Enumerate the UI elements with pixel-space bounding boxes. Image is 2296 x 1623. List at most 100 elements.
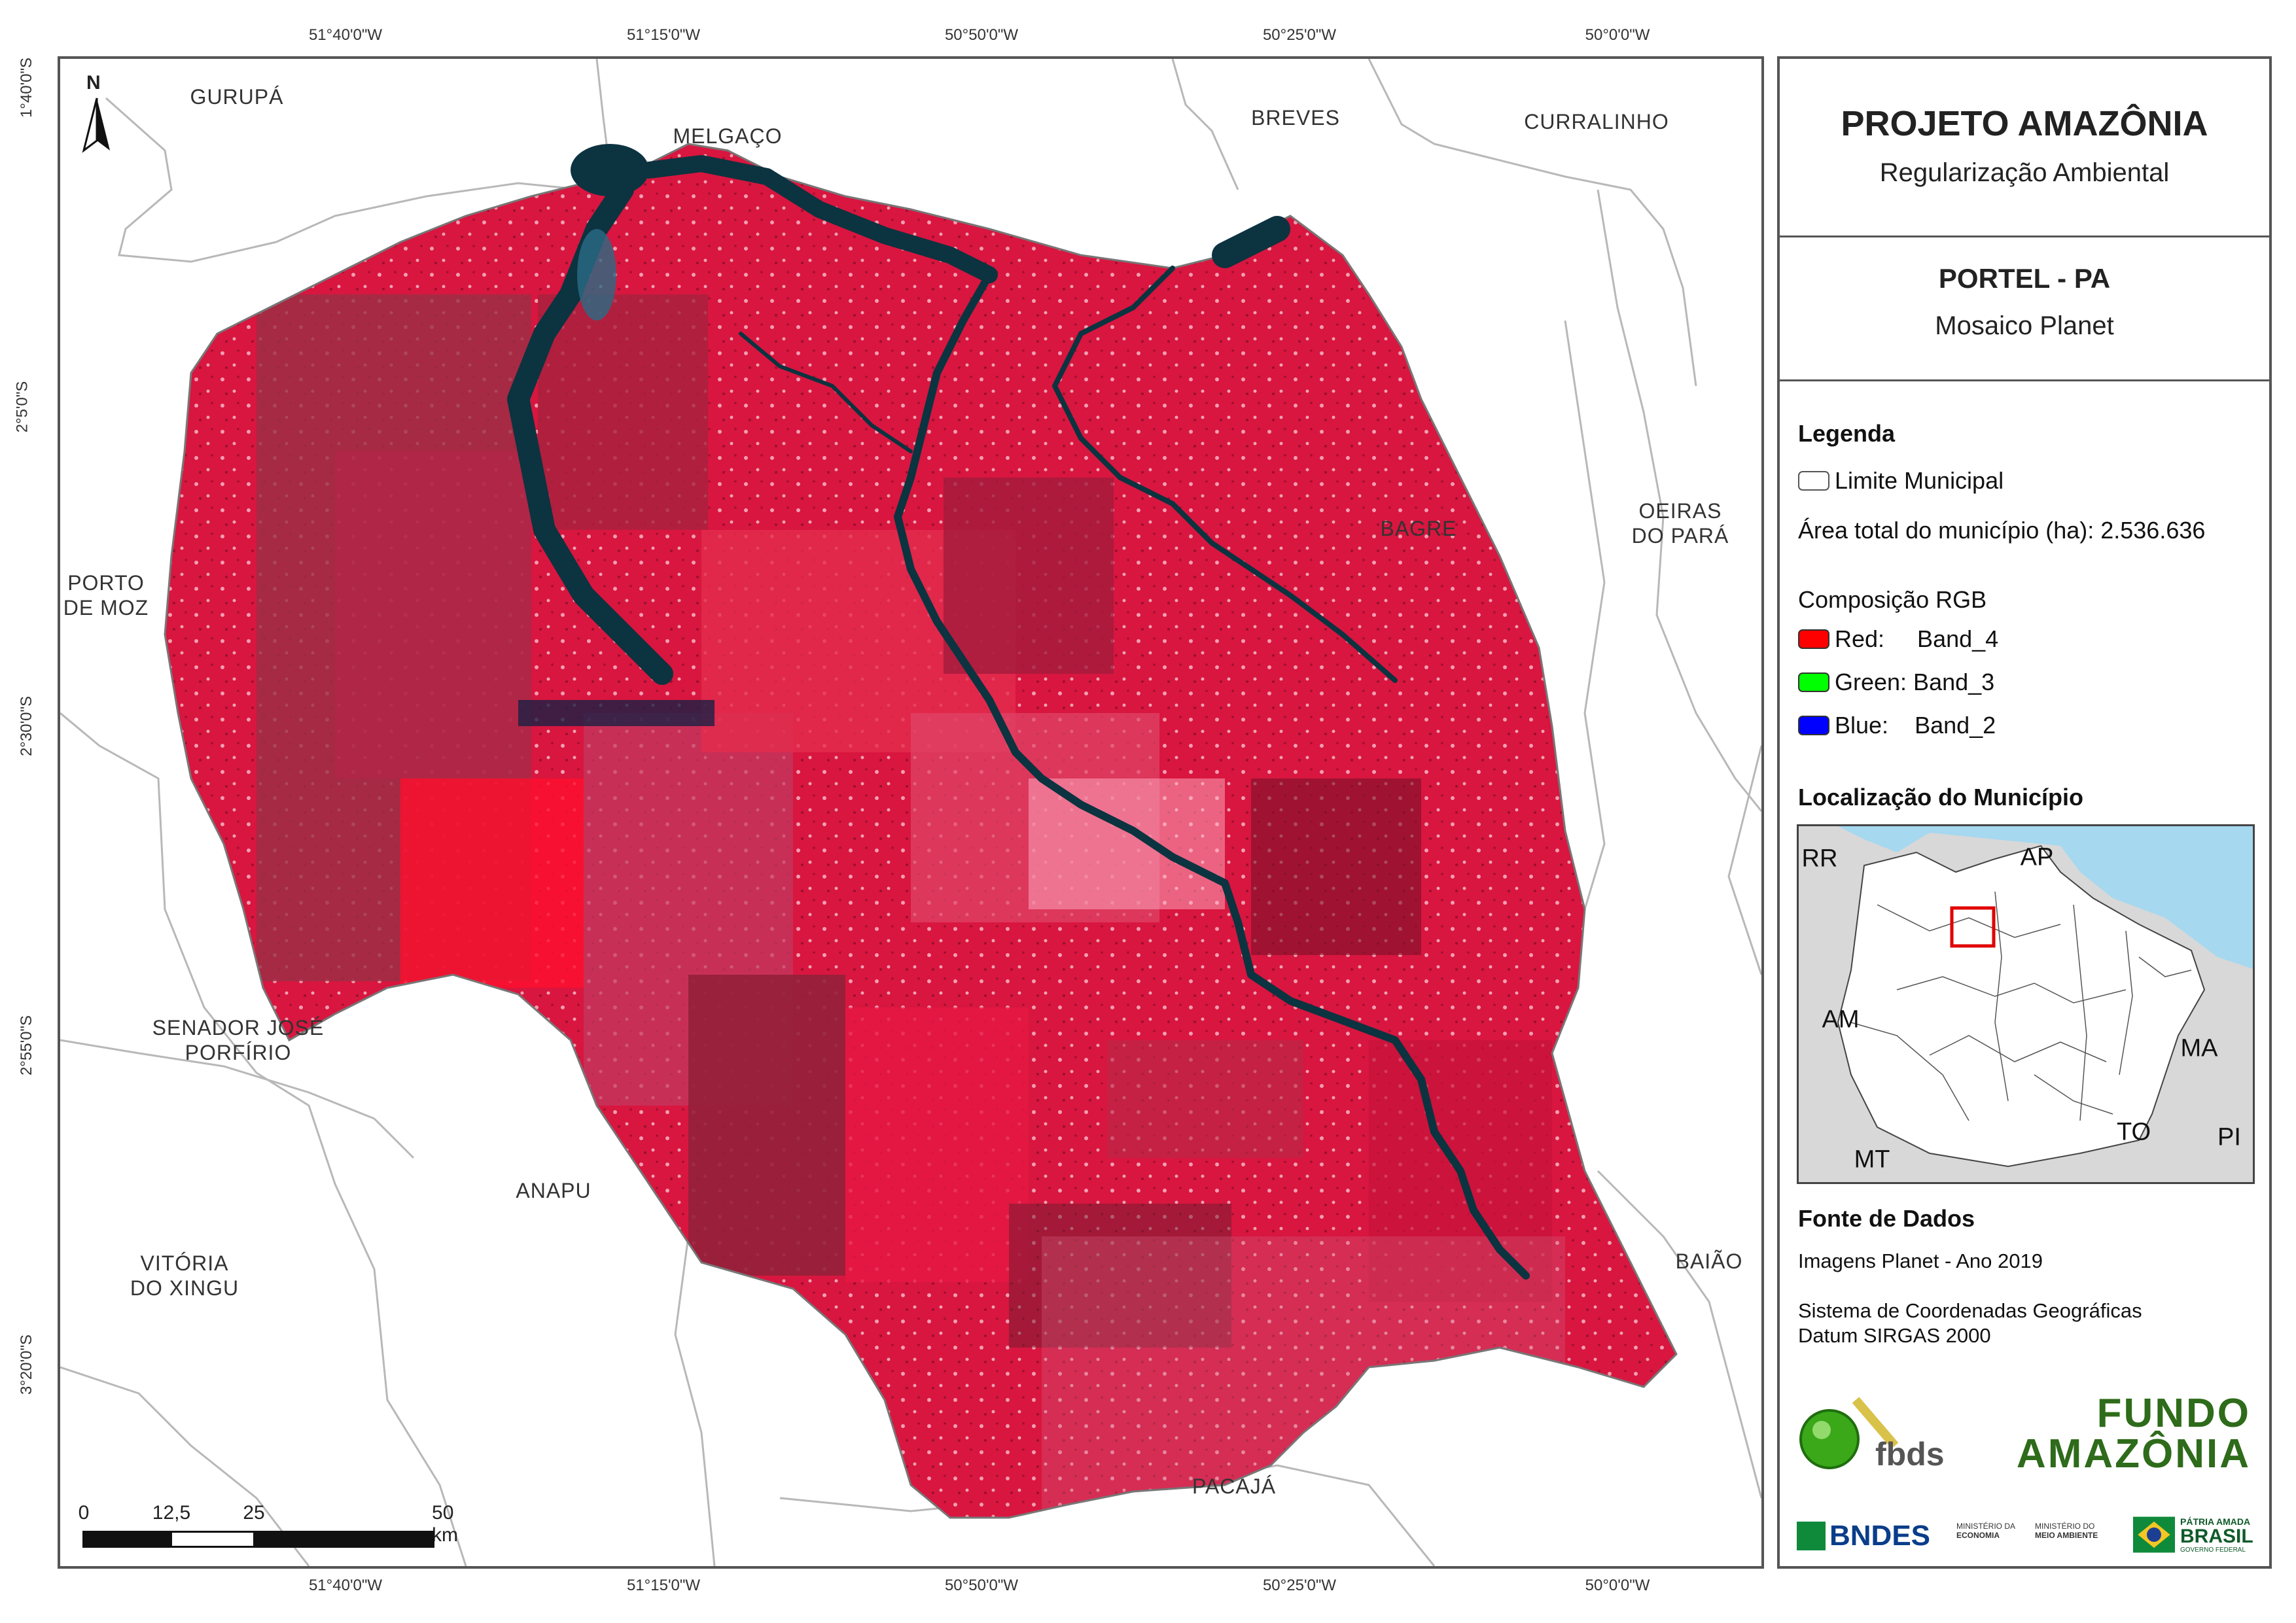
map-canvas [60, 59, 1761, 1566]
lon-label-top-3: 50°50'0"W [944, 26, 1019, 44]
rgb-green-label: Green: Band_3 [1835, 669, 1995, 695]
label-oeiras-line2: DO PARÁ [1631, 524, 1729, 548]
area-row: Área total do município (ha): 2.536.636 [1798, 517, 2205, 544]
state-label-to: TO [2116, 1118, 2151, 1146]
location-heading: Localização do Município [1798, 784, 2084, 811]
state-label-ma: MA [2180, 1034, 2218, 1062]
lon-label-bottom-1: 51°40'0"W [308, 1577, 383, 1594]
scale-label-12-5: 12,5 [152, 1502, 191, 1524]
legend-panel: PROJETO AMAZÔNIA Regularização Ambiental… [1777, 56, 2272, 1569]
rgb-heading-label: Composição RGB [1798, 586, 1987, 613]
map-type: Mosaico Planet [1935, 311, 2114, 340]
state-label-ap: AP [2020, 843, 2054, 871]
location-map[interactable]: RR AP AM MA TO PI MT [1797, 824, 2255, 1184]
rgb-green-row: Green: Band_3 [1798, 669, 1994, 696]
green-swatch [1798, 672, 1829, 692]
label-senador-line1: SENADOR JOSÉ [152, 1016, 325, 1039]
state-label-rr: RR [1801, 845, 1838, 873]
scale-label-0: 0 [78, 1502, 90, 1524]
lat-label-4: 2°55'0"S [18, 1015, 36, 1076]
scale-bar: 0 12,5 25 50 km [78, 1502, 458, 1554]
rgb-red-label: Red: Band_4 [1835, 625, 1999, 652]
label-porto-de-moz: PORTO DE MOZ [63, 570, 149, 620]
brasil-flag-icon [2133, 1516, 2175, 1553]
location-map-canvas [1799, 826, 2253, 1182]
scale-seg-3 [255, 1531, 434, 1548]
legend-limit-row: Limite Municipal [1798, 467, 2004, 495]
legend-heading: Legenda [1798, 420, 1896, 447]
label-baiao: BAIÃO [1675, 1249, 1743, 1273]
min-eco-line1: MINISTÉRIO DA [1956, 1522, 2016, 1531]
label-senador-line2: PORFÍRIO [185, 1041, 292, 1064]
label-vitoria: VITÓRIA DO XINGU [130, 1251, 239, 1300]
blue-swatch [1798, 716, 1829, 735]
brasil-line3: GOVERNO FEDERAL [2180, 1546, 2246, 1554]
state-label-pi: PI [2217, 1123, 2241, 1151]
project-subtitle: Regularização Ambiental [1879, 158, 2170, 187]
rgb-blue-row: Blue: Band_2 [1798, 712, 1996, 739]
panel-divider-1 [1780, 236, 2269, 237]
crs-line-2: Datum SIRGAS 2000 [1798, 1324, 1991, 1347]
label-curralinho: CURRALINHO [1524, 110, 1669, 133]
lat-label-1: 1°40'0"S [18, 57, 36, 118]
label-oeiras-line1: OEIRAS [1638, 499, 1722, 523]
ministerio-meio-ambiente-logo: MINISTÉRIO DO MEIO AMBIENTE [2035, 1522, 2120, 1540]
scale-seg-2 [170, 1531, 255, 1548]
label-pacaja: PACAJÁ [1192, 1475, 1277, 1498]
fbds-logo: fbds [1797, 1393, 1954, 1473]
lon-label-top-4: 50°25'0"W [1262, 26, 1337, 44]
lon-label-bottom-2: 51°15'0"W [626, 1577, 701, 1594]
sources-line: Imagens Planet - Ano 2019 [1798, 1249, 2043, 1272]
lon-label-top-1: 51°40'0"W [308, 26, 383, 44]
fbds-logo-text: fbds [1875, 1436, 1945, 1473]
panel-divider-2 [1780, 379, 2269, 381]
label-porto-line2: DE MOZ [63, 596, 149, 620]
label-bagre: BAGRE [1380, 517, 1457, 540]
crs-line-1: Sistema de Coordenadas Geográficas [1798, 1299, 2142, 1322]
lon-label-bottom-5: 50°0'0"W [1585, 1577, 1650, 1594]
scale-seg-1 [82, 1531, 170, 1548]
state-label-mt: MT [1854, 1145, 1890, 1174]
lat-label-2: 2°5'0"S [13, 381, 31, 433]
red-swatch [1798, 629, 1829, 649]
lon-label-top-5: 50°0'0"W [1585, 26, 1650, 44]
north-arrow-icon [82, 97, 110, 153]
fbds-logo-icon [1799, 1397, 1899, 1469]
brasil-logo: PÁTRIA AMADA BRASIL GOVERNO FEDERAL [2133, 1512, 2270, 1558]
lon-label-top-2: 51°15'0"W [626, 26, 701, 44]
label-senador: SENADOR JOSÉ PORFÍRIO [152, 1015, 325, 1065]
lat-label-3: 2°30'0"S [18, 695, 36, 757]
fundo-text: FUNDO [2096, 1391, 2251, 1436]
brasil-line1: PÁTRIA AMADA [2180, 1516, 2251, 1527]
amazonia-text: AMAZÔNIA [2016, 1431, 2251, 1476]
label-oeiras: OEIRAS DO PARÁ [1632, 498, 1729, 548]
label-melgaco: MELGAÇO [673, 124, 783, 148]
bndes-icon [1797, 1522, 1826, 1550]
bndes-logo: BNDES [1797, 1516, 1941, 1556]
label-vitoria-line2: DO XINGU [130, 1276, 239, 1300]
ministerio-economia-logo: MINISTÉRIO DA ECONOMIA [1956, 1522, 2028, 1540]
state-label-am: AM [1822, 1005, 1860, 1034]
rgb-blue-label: Blue: Band_2 [1835, 712, 1996, 739]
area-label: Área total do município (ha): 2.536.636 [1798, 517, 2206, 544]
min-meio-line1: MINISTÉRIO DO [2035, 1522, 2095, 1531]
scale-label-25: 25 [243, 1502, 265, 1524]
municipality-title: PORTEL - PA [1938, 263, 2111, 294]
rgb-heading: Composição RGB [1798, 586, 1987, 614]
legend-limit-label: Limite Municipal [1835, 467, 2004, 494]
main-map[interactable]: GURUPÁ MELGAÇO BREVES CURRALINHO OEIRAS … [58, 56, 1764, 1569]
north-arrow-label: N [86, 72, 101, 94]
bndes-text: BNDES [1829, 1520, 1931, 1552]
label-anapu: ANAPU [516, 1179, 592, 1202]
label-vitoria-line1: VITÓRIA [140, 1251, 229, 1275]
min-eco-line2: ECONOMIA [1956, 1531, 2000, 1540]
scale-label-50: 50 km [432, 1502, 459, 1546]
limit-swatch [1798, 471, 1829, 491]
fundo-amazonia-logo: FUNDO AMAZÔNIA [1976, 1393, 2251, 1478]
lon-label-bottom-3: 50°50'0"W [944, 1577, 1019, 1594]
sources-heading: Fonte de Dados [1798, 1205, 1975, 1232]
lat-label-5: 3°20'0"S [18, 1334, 36, 1395]
label-gurupa: GURUPÁ [190, 85, 284, 109]
project-title: PROJETO AMAZÔNIA [1841, 104, 2208, 143]
rgb-red-row: Red: Band_4 [1798, 625, 1998, 653]
